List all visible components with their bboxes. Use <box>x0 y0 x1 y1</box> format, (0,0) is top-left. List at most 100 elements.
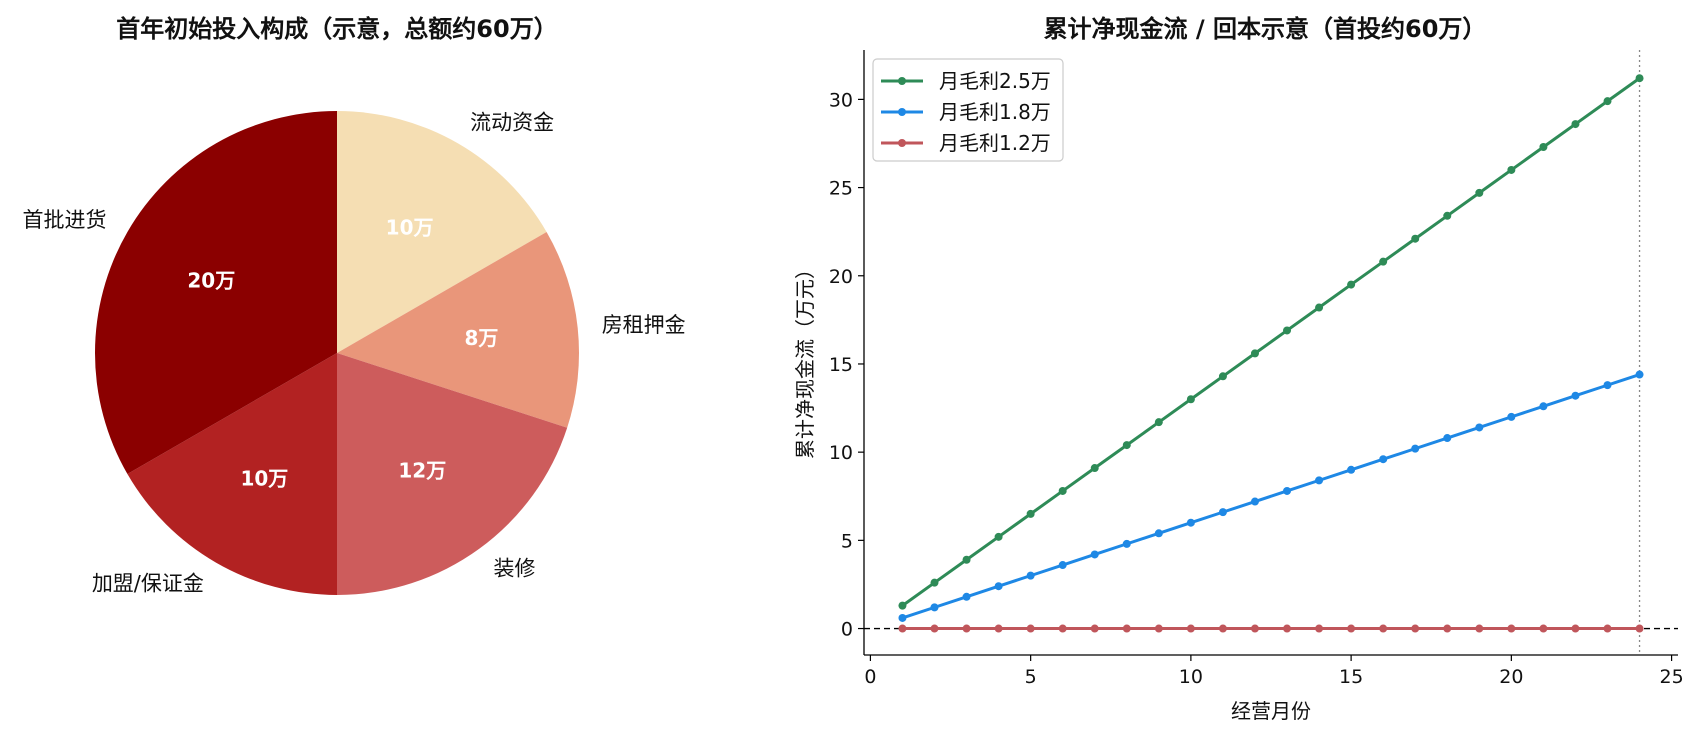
legend-label-0: 月毛利2.5万 <box>939 69 1051 93</box>
series-2-point <box>1443 624 1452 633</box>
pie-category-label-1: 房租押金 <box>602 313 686 337</box>
pie-slice-4 <box>94 110 337 474</box>
series-0-point <box>1026 509 1035 518</box>
y-tick-label: 20 <box>829 266 853 288</box>
series-0-point <box>1539 143 1548 152</box>
legend-label-2: 月毛利1.2万 <box>939 131 1051 155</box>
pie-slice-1 <box>337 232 580 428</box>
series-1-point <box>1475 423 1484 432</box>
legend-box <box>872 58 1064 162</box>
pie-value-label-1: 8万 <box>464 326 498 350</box>
pie-chart: 首年初始投入构成（示意，总额约60万） 10万流动资金8万房租押金12万装修10… <box>23 15 686 596</box>
legend-marker-2 <box>898 139 906 147</box>
series-1-point <box>1539 402 1548 411</box>
series-2-point <box>1571 624 1580 633</box>
series-2-point <box>1411 624 1420 633</box>
series-0-point <box>930 578 939 587</box>
series-0-point <box>898 601 907 610</box>
y-tick-label: 0 <box>841 619 853 641</box>
series-2-point <box>1218 624 1227 633</box>
y-tick-label: 5 <box>841 530 853 552</box>
pie-slice-0 <box>337 110 547 353</box>
series-line-1 <box>901 373 1641 620</box>
series-2-point <box>994 624 1003 633</box>
series-0-point <box>1347 280 1356 289</box>
series-2-point <box>930 624 939 633</box>
series-2-point <box>1026 624 1035 633</box>
legend-marker-0 <box>898 77 906 85</box>
y-tick-label: 25 <box>829 178 853 200</box>
series-2-point <box>1635 624 1644 633</box>
series-2-point <box>1507 624 1516 633</box>
x-tick-label: 5 <box>1025 666 1037 688</box>
axes: 0 5 10 15 20 25 0 5 10 15 20 25 30 <box>829 50 1684 688</box>
series-2-point <box>1539 624 1548 633</box>
series-1-point <box>962 592 971 601</box>
series-0-point <box>962 555 971 564</box>
series-1-point <box>1347 465 1356 474</box>
series-0-point <box>1122 441 1131 450</box>
pie-value-label-4: 20万 <box>187 268 235 292</box>
series-1-point <box>1411 444 1420 453</box>
series-1-point <box>1154 529 1163 538</box>
pie-value-label-0: 10万 <box>386 215 434 239</box>
series-2-point <box>1090 624 1099 633</box>
pie-slice-3 <box>127 353 337 595</box>
series-1-point <box>1603 381 1612 390</box>
series-1-point <box>1315 476 1324 485</box>
series-1-point <box>1635 370 1644 379</box>
legend-marker-1 <box>898 108 906 116</box>
series-0-point <box>1411 234 1420 243</box>
y-axis-label: 累计净现金流（万元） <box>793 259 817 459</box>
series-2-point <box>898 624 907 633</box>
series-1-point <box>1443 434 1452 443</box>
y-tick-label: 10 <box>829 442 853 464</box>
series-0-point <box>994 532 1003 541</box>
x-tick-label: 15 <box>1339 666 1363 688</box>
pie-category-label-4: 首批进货 <box>23 208 107 232</box>
series-2-point <box>1379 624 1388 633</box>
x-axis-label: 经营月份 <box>1231 699 1311 723</box>
pie-title: 首年初始投入构成（示意，总额约60万） <box>116 15 557 43</box>
series-2-point <box>1603 624 1612 633</box>
series-2-point <box>1250 624 1259 633</box>
series-1-point <box>1058 561 1067 570</box>
series-0-point <box>1379 257 1388 266</box>
series-0-point <box>1571 120 1580 129</box>
line-chart: 累计净现金流 / 回本示意（首投约60万） 0 5 10 15 20 25 0 5 10 15 20… <box>793 15 1684 723</box>
series-1-point <box>994 582 1003 591</box>
series-2-point <box>1058 624 1067 633</box>
pie-value-label-2: 12万 <box>398 459 446 483</box>
series-0-point <box>1603 97 1612 106</box>
series-0-point <box>1090 464 1099 473</box>
series-0-point <box>1443 211 1452 220</box>
x-tick-label: 20 <box>1499 666 1523 688</box>
series-2-point <box>1347 624 1356 633</box>
pie-value-label-3: 10万 <box>240 467 288 491</box>
series-2-point <box>1122 624 1131 633</box>
series-0-point <box>1058 486 1067 495</box>
legend-label-1: 月毛利1.8万 <box>939 100 1051 124</box>
series-1-point <box>1218 508 1227 517</box>
pie-category-label-2: 装修 <box>494 556 536 580</box>
series-2-point <box>1475 624 1484 633</box>
series-2-point <box>1315 624 1324 633</box>
series-0-point <box>1315 303 1324 312</box>
pie-slices <box>94 110 580 595</box>
series-1-point <box>1283 486 1292 495</box>
series-0-point <box>1186 395 1195 404</box>
series-1-point <box>1507 412 1516 421</box>
series-0-point <box>1283 326 1292 335</box>
pie-category-label-0: 流动资金 <box>470 111 554 135</box>
series-0-point <box>1154 418 1163 427</box>
series-1-point <box>1571 391 1580 400</box>
series-0-point <box>1507 165 1516 174</box>
series-1-point <box>930 603 939 612</box>
line-title: 累计净现金流 / 回本示意（首投约60万） <box>1044 15 1487 43</box>
series-0-point <box>1635 74 1644 83</box>
pie-category-label-3: 加盟/保证金 <box>92 572 204 596</box>
series-line-0 <box>901 77 1641 607</box>
